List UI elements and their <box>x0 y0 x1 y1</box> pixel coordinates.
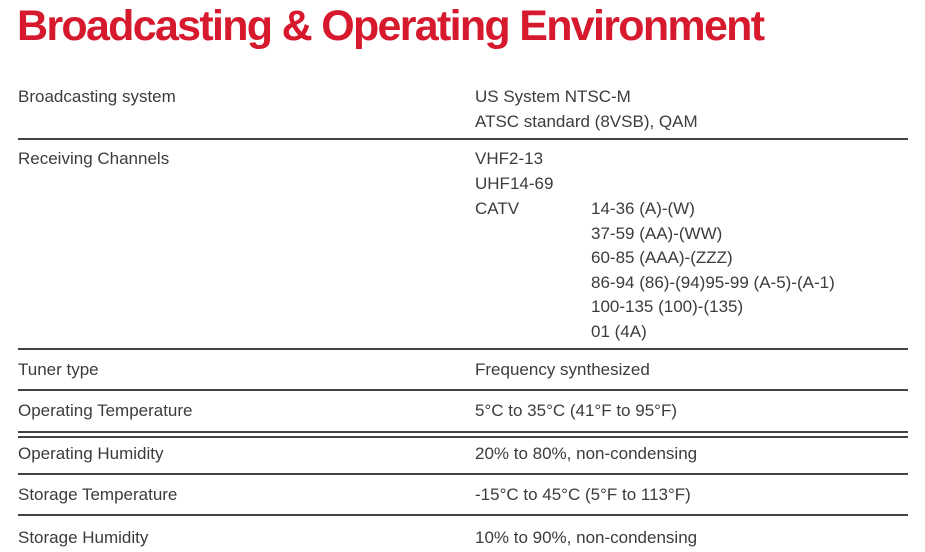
spec-label: Storage Humidity <box>18 528 149 547</box>
spec-value: 20% to 80%, non-condensing <box>475 444 698 463</box>
spec-value: -15°C to 45°C (5°F to 113°F) <box>475 485 691 504</box>
catv-range: 86-94 (86)-(94)95-99 (A-5)-(A-1) <box>591 273 835 292</box>
spec-label: Operating Humidity <box>18 444 164 463</box>
spec-value: 10% to 90%, non-condensing <box>475 528 698 547</box>
spec-label: Receiving Channels <box>18 149 170 168</box>
spec-label: Storage Temperature <box>18 485 178 504</box>
divider <box>18 389 908 391</box>
spec-value: 5°C to 35°C (41°F to 95°F) <box>475 401 677 420</box>
divider <box>18 348 908 350</box>
page-title: Broadcasting & Operating Environment <box>17 2 765 50</box>
spec-value: Frequency synthesized <box>475 360 650 379</box>
spec-label: Broadcasting system <box>18 87 176 106</box>
divider <box>18 473 908 475</box>
catv-range: 01 (4A) <box>591 322 647 341</box>
spec-label: Tuner type <box>18 360 99 379</box>
catv-range: 60-85 (AAA)-(ZZZ) <box>591 248 733 267</box>
divider <box>18 436 908 438</box>
spec-value: ATSC standard (8VSB), QAM <box>475 112 698 131</box>
spec-value: CATV <box>475 199 520 218</box>
catv-range: 14-36 (A)-(W) <box>591 199 695 218</box>
catv-range: 37-59 (AA)-(WW) <box>591 224 723 243</box>
spec-value: US System NTSC-M <box>475 87 631 106</box>
spec-value: VHF2-13 <box>475 149 544 168</box>
divider <box>18 514 908 516</box>
spec-value: UHF14-69 <box>475 174 554 193</box>
divider <box>18 431 908 433</box>
catv-range: 100-135 (100)-(135) <box>591 297 744 316</box>
spec-label: Operating Temperature <box>18 401 193 420</box>
divider <box>18 138 908 140</box>
